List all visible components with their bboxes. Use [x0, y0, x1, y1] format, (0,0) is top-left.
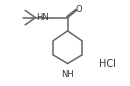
Text: HN: HN	[36, 12, 49, 22]
Text: NH: NH	[61, 70, 74, 79]
Text: HCl: HCl	[99, 59, 116, 69]
Text: O: O	[75, 5, 82, 14]
